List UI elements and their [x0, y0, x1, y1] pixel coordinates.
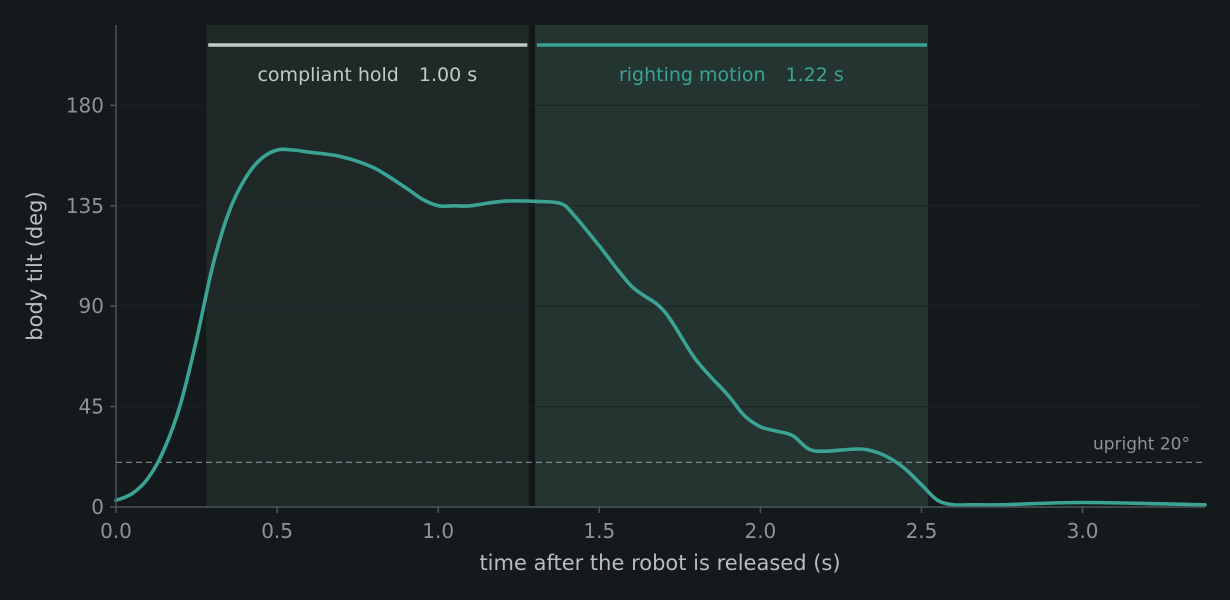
x-tick-label-0: 0.0: [100, 519, 132, 543]
y-tick-label-4: 180: [66, 93, 104, 117]
phase-name-1: righting motion: [619, 64, 766, 86]
x-axis-title: time after the robot is released (s): [479, 551, 840, 575]
x-tick-label-5: 2.5: [906, 519, 938, 543]
x-tick-label-2: 1.0: [422, 519, 454, 543]
y-tick-label-1: 45: [79, 395, 104, 419]
reference-line-group: upright 20°: [116, 434, 1205, 464]
series-layer: [114, 147, 1207, 507]
y-axis-title: body tilt (deg): [23, 191, 47, 340]
y-tick-label-3: 135: [66, 194, 104, 218]
phase-labels: compliant hold 1.00 s righting motion 1.22 …: [257, 64, 843, 86]
y-tick-label-0: 0: [91, 495, 104, 519]
upright-reference-label: upright 20°: [1093, 434, 1190, 454]
phase-duration-0: 1.00 s: [419, 64, 477, 86]
y-tick-label-2: 90: [79, 294, 104, 318]
phase-name-0: compliant hold: [257, 64, 398, 86]
x-tick-label-3: 1.5: [583, 519, 615, 543]
phase-band-0: [206, 25, 529, 507]
x-tick-label-4: 2.0: [744, 519, 776, 543]
phase-band-1: [534, 25, 928, 507]
x-tick-label-6: 3.0: [1067, 519, 1099, 543]
tilt-series-line-0: [114, 147, 1207, 507]
phase-duration-1: 1.22 s: [786, 64, 844, 86]
x-tick-label-1: 0.5: [261, 519, 293, 543]
phase-label-1: righting motion 1.22 s: [619, 64, 844, 86]
phase-bands: [206, 25, 928, 507]
axes: 0.0 0.5 1.0 1.5 2.0 2.5 3.0 0 45 90 135 180: [66, 25, 1205, 543]
phase-divider: [530, 25, 535, 507]
phase-label-0: compliant hold 1.00 s: [257, 64, 477, 86]
